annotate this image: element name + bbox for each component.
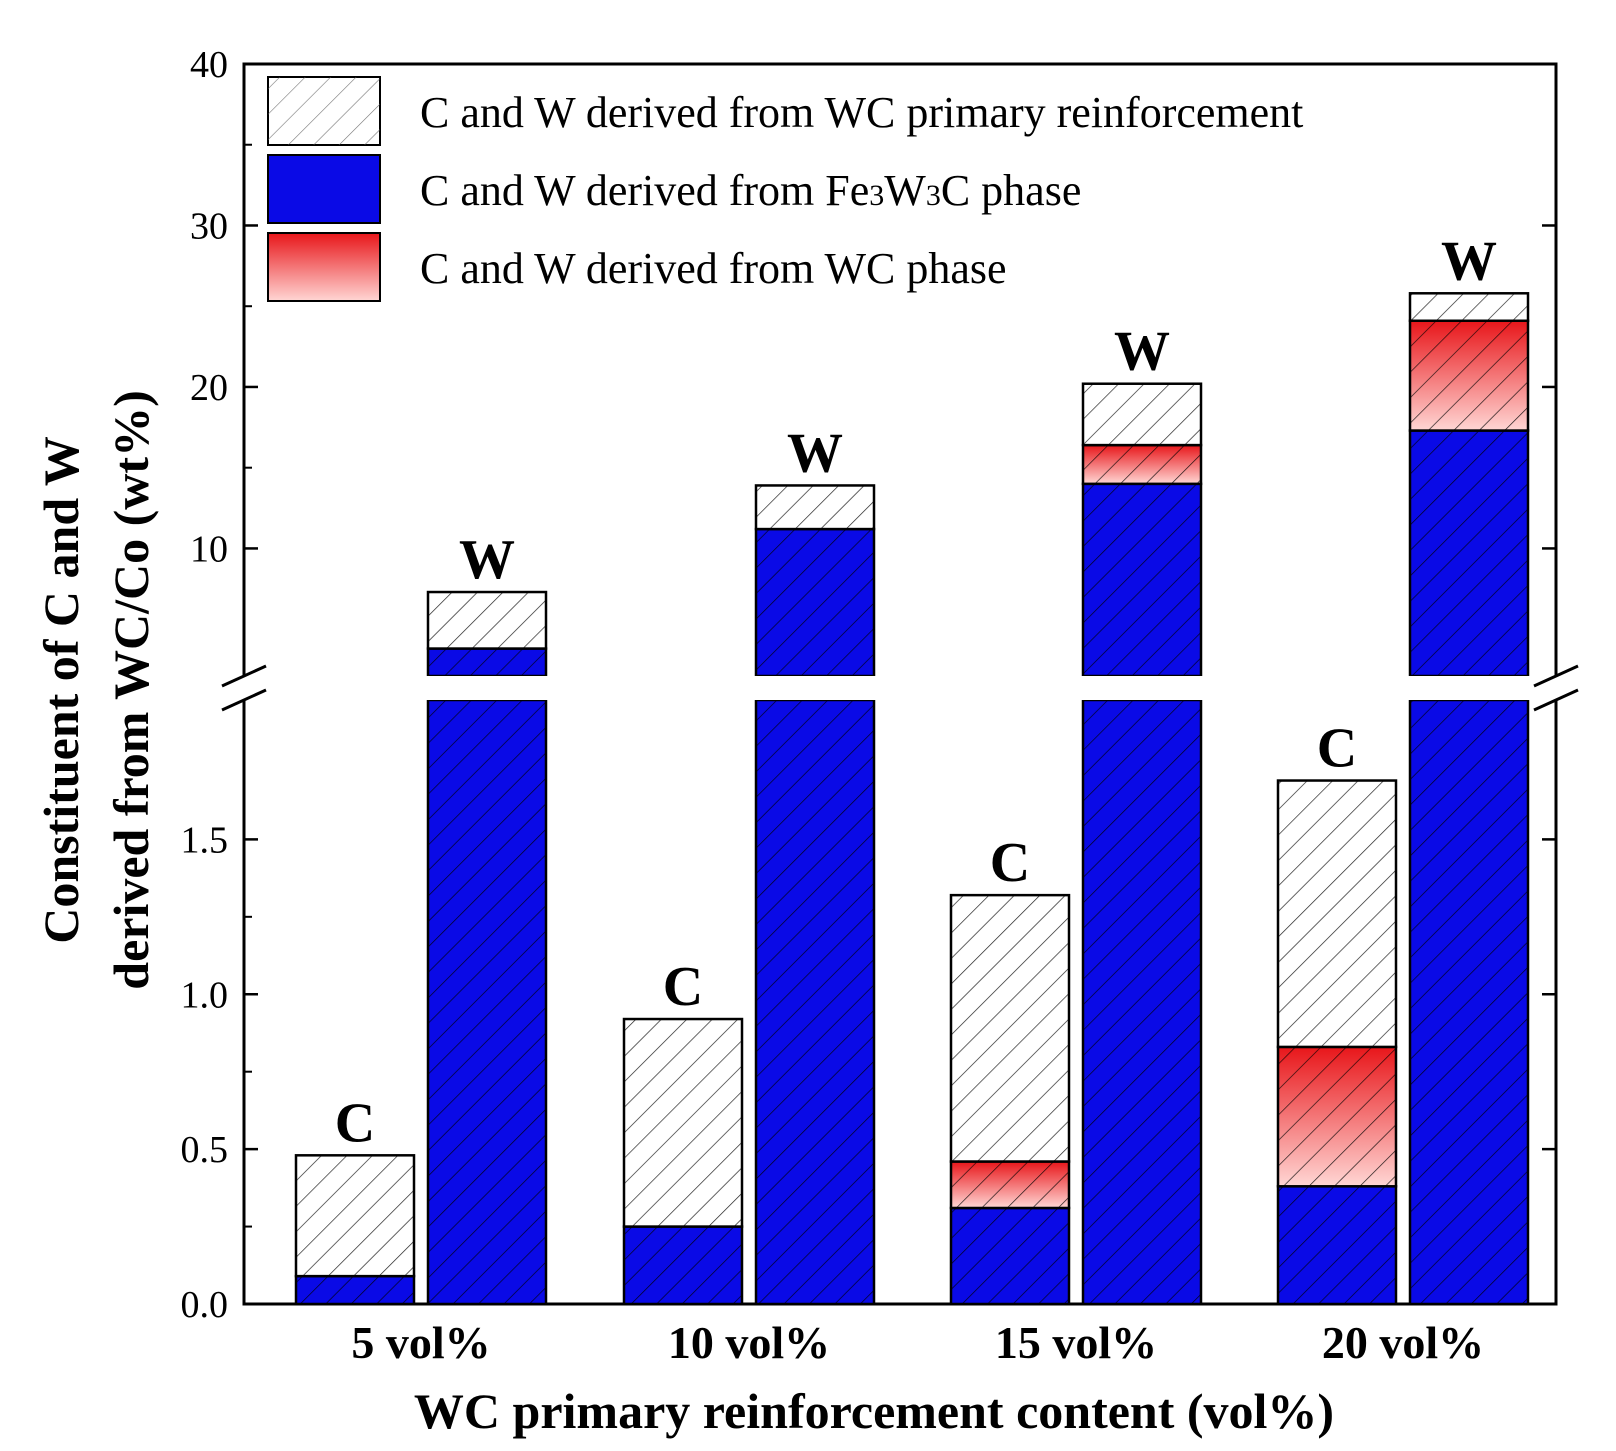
bar-w-fe3w3c-2-part1-hatch [756, 700, 874, 1304]
axis-break-mark-right-1 [1533, 664, 1579, 688]
bar-w-wc-primary-4-hatch [1410, 293, 1528, 321]
bar-c-fe3w3c-1-hatch [296, 1276, 414, 1304]
bar-w-fe3w3c-4-part2-hatch [1410, 430, 1528, 676]
legend-swatch-fe3w3c [267, 154, 381, 224]
bar-c-fe3w3c-4-hatch [1278, 1186, 1396, 1304]
legend-label-wc-phase: C and W derived from WC phase [420, 244, 1007, 293]
axis-break-mark-left-1 [221, 664, 267, 688]
axis-break-mark-right-2 [1533, 688, 1579, 712]
legend: C and W derived from WC primary reinforc… [267, 76, 1303, 302]
bar-c-wc-phase-4-hatch [1278, 1046, 1396, 1187]
bar-label-c-1: C [335, 1092, 375, 1154]
bar-label-c-2: C [663, 956, 703, 1018]
bar-w-wc-phase-4-hatch [1410, 320, 1528, 431]
y-tick-label-lower-2: 1.0 [181, 974, 229, 1016]
bar-w-fe3w3c-1-part1-hatch [428, 700, 546, 1304]
bar-c-wc-primary-3-hatch [951, 895, 1069, 1162]
legend-swatch-wc-phase [267, 232, 381, 302]
bar-label-w-3: W [1114, 321, 1170, 383]
x-category-label-1: 5 vol% [351, 1317, 490, 1368]
bar-label-c-3: C [990, 832, 1030, 894]
y-tick-label-upper-3: 40 [190, 44, 228, 86]
bar-label-w-2: W [787, 422, 843, 484]
y-tick-label-lower-3: 1.5 [181, 819, 229, 861]
bar-c-fe3w3c-3-hatch [951, 1207, 1069, 1304]
y-axis-ticks: 0.0 0.5 1.0 1.5 10 20 30 40 [181, 44, 1556, 1326]
bar-group: C C C C W W W W [294, 230, 1530, 1306]
legend-label-wc-primary: C and W derived from WC primary reinforc… [420, 88, 1303, 137]
legend-item-fe3w3c: C and W derived from Fe3W3C phase [267, 154, 1081, 224]
y-tick-label-lower-0: 0.0 [181, 1284, 229, 1326]
bar-c-fe3w3c-2-hatch [624, 1226, 742, 1304]
x-category-label-4: 20 vol% [1322, 1317, 1484, 1368]
y-axis-title-line1: Constituent of C and W [33, 436, 89, 944]
bar-w-fe3w3c-3-part1-hatch [1083, 700, 1201, 1304]
bar-w-fe3w3c-4-part1-hatch [1410, 700, 1528, 1304]
bar-w-wc-primary-1-hatch [428, 592, 546, 649]
bar-w-wc-primary-3-hatch [1083, 383, 1201, 446]
bar-c-wc-primary-1-hatch [296, 1155, 414, 1277]
bar-c-wc-phase-3-hatch [951, 1161, 1069, 1208]
x-category-label-3: 15 vol% [995, 1317, 1157, 1368]
legend-item-wc-primary: C and W derived from WC primary reinforc… [267, 76, 1303, 146]
x-category-label-2: 10 vol% [668, 1317, 830, 1368]
x-axis-category-labels: 5 vol% 10 vol% 15 vol% 20 vol% [351, 1317, 1484, 1368]
bar-c-wc-primary-2-hatch [624, 1019, 742, 1227]
axis-break-gap [241, 676, 1559, 700]
bar-label-w-1: W [459, 529, 515, 591]
bar-w-fe3w3c-1-part2-hatch [428, 648, 546, 676]
y-tick-label-upper-0: 10 [190, 528, 228, 570]
x-axis-title: WC primary reinforcement content (vol%) [414, 1383, 1334, 1439]
axis-break-mark-left-2 [221, 688, 267, 712]
bar-w-fe3w3c-2-part2-hatch [756, 529, 874, 676]
bar-c-wc-primary-4-hatch [1278, 780, 1396, 1047]
bar-w-fe3w3c-3-part2-hatch [1083, 483, 1201, 676]
legend-label-fe3w3c: C and W derived from Fe3W3C phase [420, 166, 1081, 215]
bar-label-w-4: W [1441, 230, 1497, 292]
legend-swatch-wc-primary-hatch [268, 77, 380, 145]
y-tick-label-lower-1: 0.5 [181, 1129, 229, 1171]
y-tick-label-upper-1: 20 [190, 367, 228, 409]
legend-item-wc-phase: C and W derived from WC phase [267, 232, 1007, 302]
axis-break [221, 664, 1579, 712]
bar-label-c-4: C [1317, 718, 1357, 780]
y-axis-title-line2: derived from WC/Co (wt%) [103, 390, 159, 989]
bar-w-wc-phase-3-hatch [1083, 445, 1201, 484]
y-axis-title: Constituent of C and W derived from WC/C… [33, 390, 159, 989]
bar-w-wc-primary-2-hatch [756, 485, 874, 530]
y-tick-label-upper-2: 30 [190, 205, 228, 247]
